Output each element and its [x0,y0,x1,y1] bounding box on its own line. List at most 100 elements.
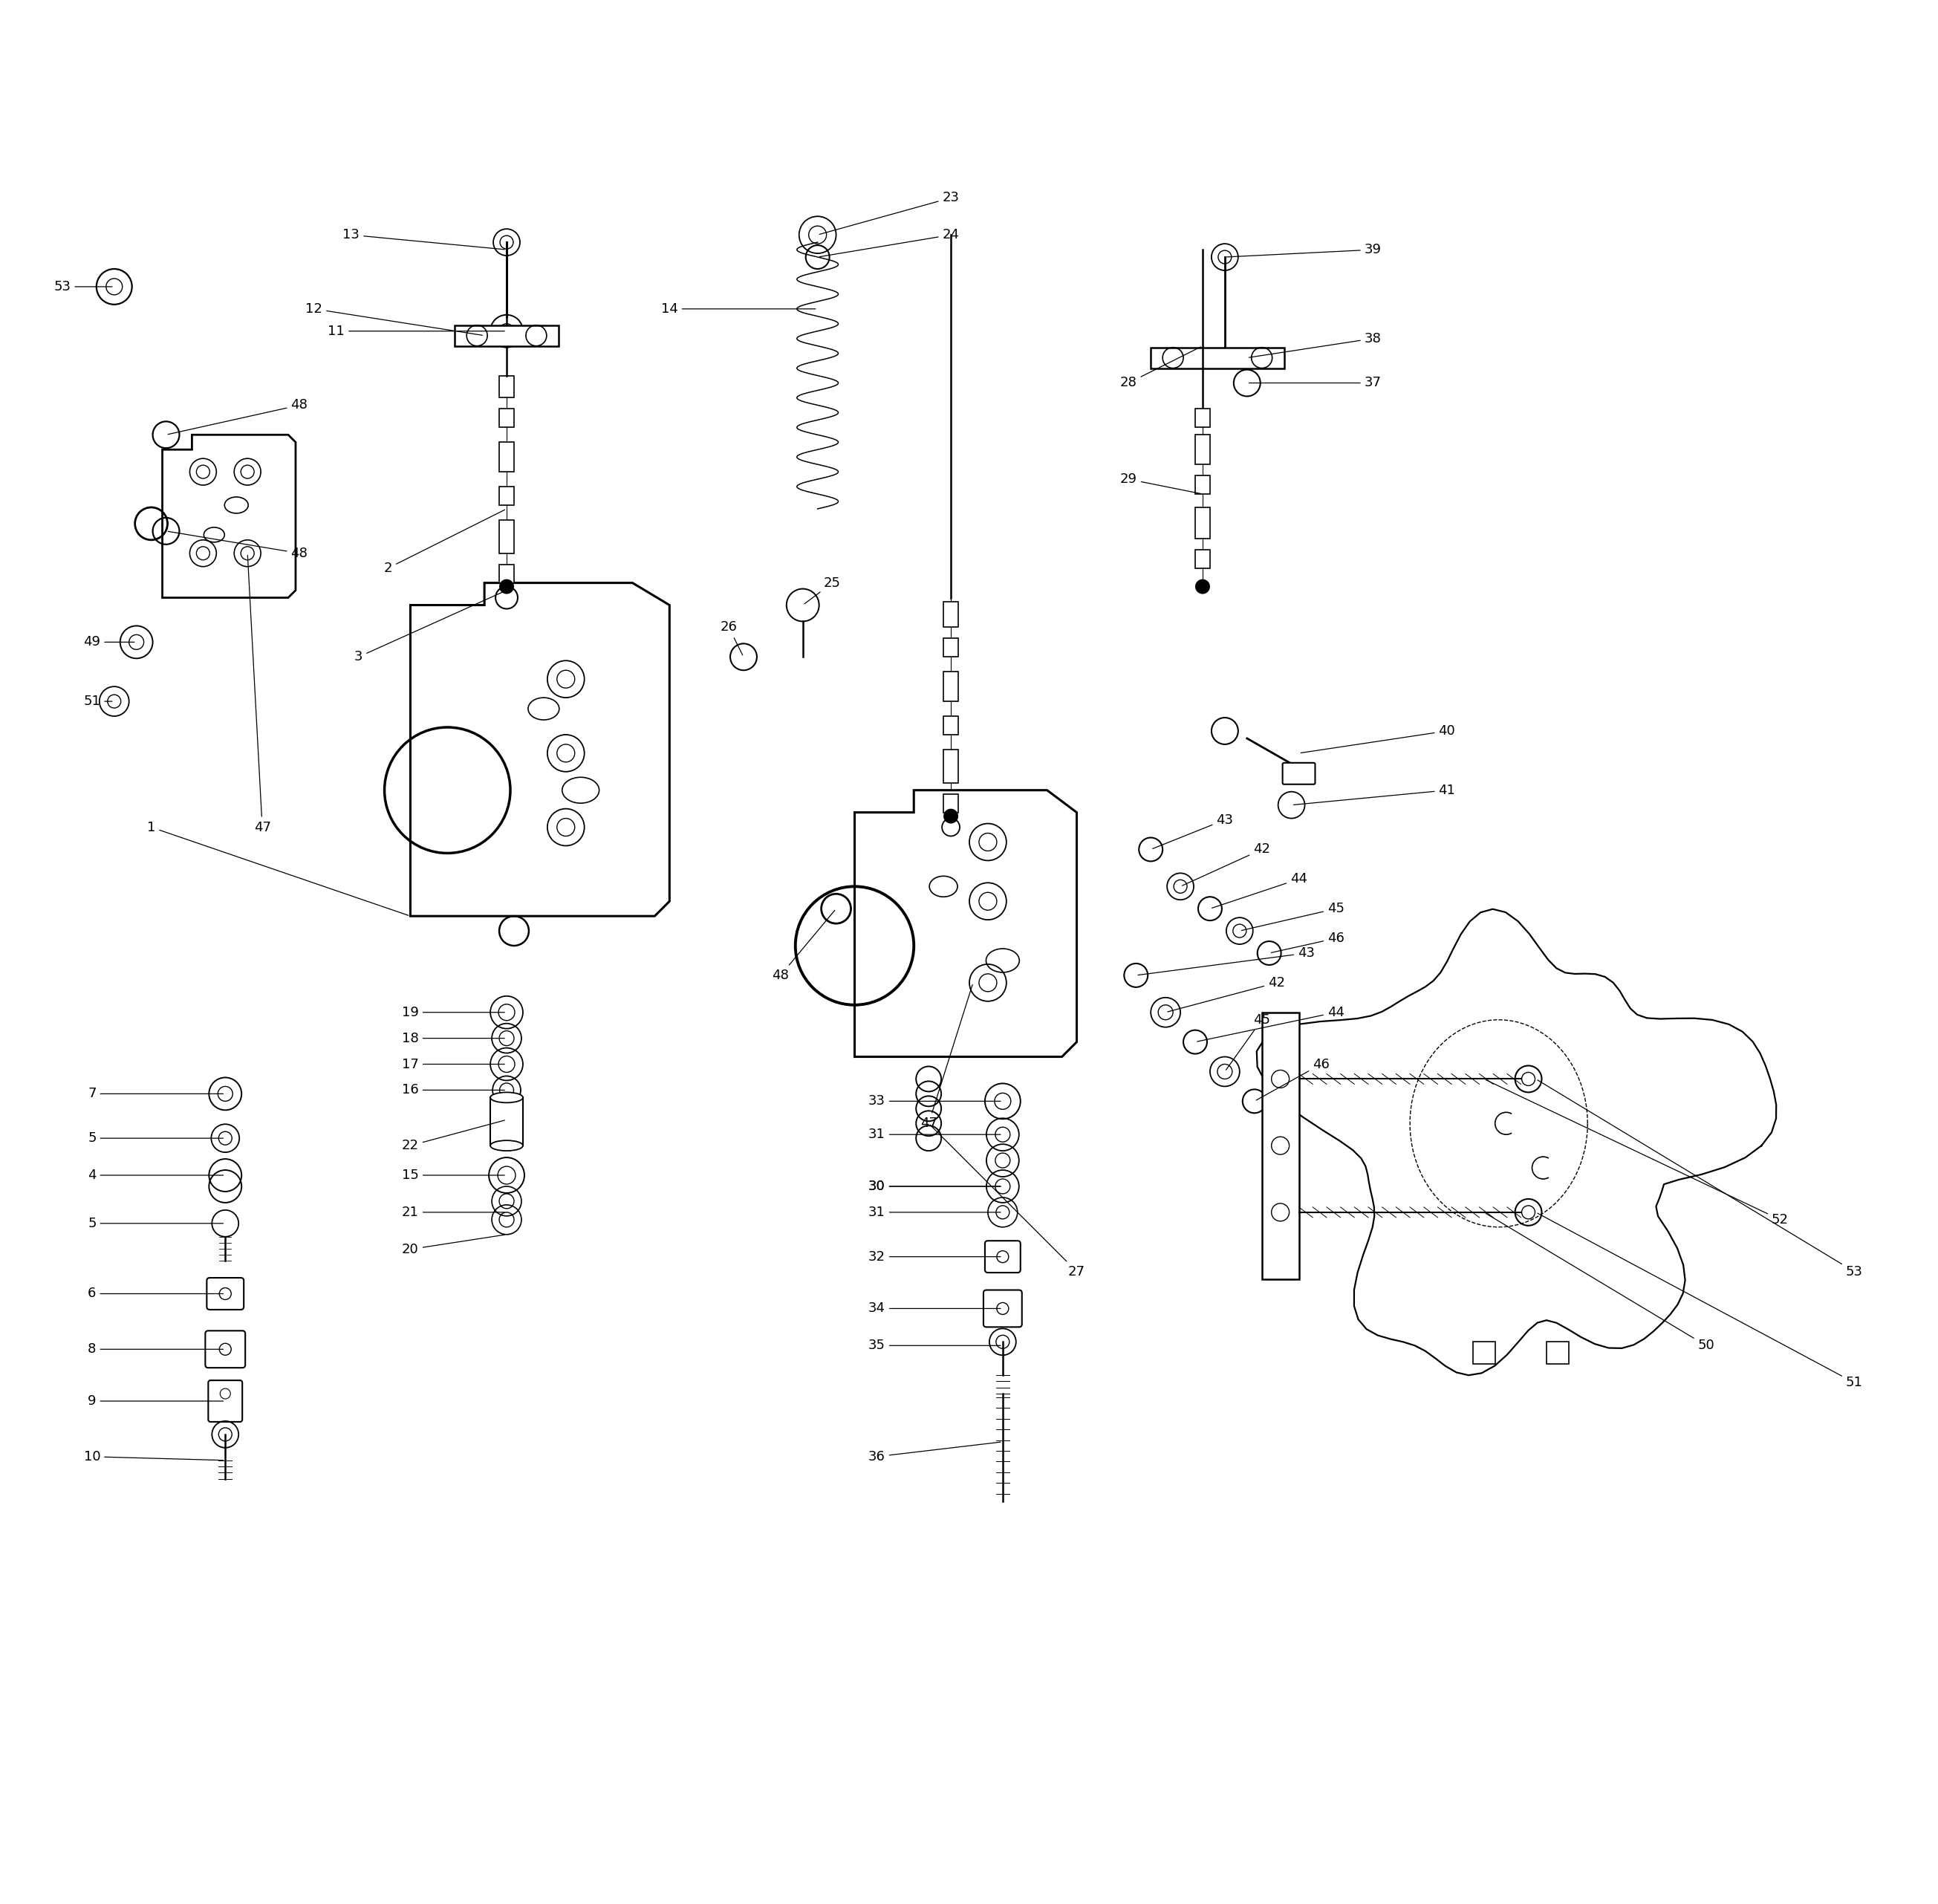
Text: 22: 22 [401,1120,504,1152]
Text: 45: 45 [1227,1013,1271,1070]
Text: 3: 3 [355,590,504,664]
Bar [1151,347,1285,367]
Text: 53: 53 [1537,1080,1862,1278]
FancyBboxPatch shape [207,1278,244,1310]
Bar [1196,409,1209,426]
Bar [500,409,514,426]
Text: 5: 5 [87,1131,223,1144]
FancyBboxPatch shape [207,1380,242,1422]
Text: 48: 48 [169,531,308,560]
Circle shape [1196,579,1209,594]
Circle shape [1279,792,1304,819]
Bar [1196,434,1209,465]
Text: 46: 46 [1256,1057,1329,1101]
Text: 13: 13 [343,228,504,249]
Text: 30: 30 [868,1180,1000,1194]
FancyBboxPatch shape [1283,764,1316,784]
Text: 52: 52 [1486,1080,1789,1226]
Text: 53: 53 [54,280,112,293]
Text: 42: 42 [1167,977,1285,1011]
Text: 44: 44 [1211,872,1308,908]
Text: 29: 29 [1120,472,1200,493]
Circle shape [944,809,957,824]
Text: 47: 47 [248,556,271,834]
Text: 8: 8 [87,1342,223,1356]
Text: 18: 18 [401,1032,504,1045]
Bar [1547,1342,1570,1363]
Text: 2: 2 [384,510,504,575]
Bar [500,520,514,554]
Text: 6: 6 [87,1287,223,1300]
Bar [944,602,957,626]
Text: 35: 35 [868,1339,1000,1352]
Text: 25: 25 [804,577,841,604]
Bar [1196,476,1209,493]
Text: 1: 1 [147,821,409,916]
Ellipse shape [490,1140,523,1150]
Text: 42: 42 [1182,843,1271,885]
Text: 34: 34 [868,1302,1000,1316]
Text: 41: 41 [1293,784,1455,805]
Text: 7: 7 [87,1087,223,1101]
Bar [1196,506,1209,539]
Text: 10: 10 [83,1451,223,1464]
Polygon shape [163,434,297,598]
Text: 20: 20 [401,1236,504,1257]
Text: 31: 31 [868,1127,1000,1140]
Text: 11: 11 [328,324,504,337]
Text: 48: 48 [169,398,308,434]
Bar [944,638,957,657]
Circle shape [787,588,820,621]
Bar [1473,1342,1494,1363]
Bar [944,794,957,813]
Text: 36: 36 [868,1441,1000,1464]
Polygon shape [855,790,1078,1057]
Ellipse shape [490,1093,523,1102]
FancyBboxPatch shape [985,1241,1021,1272]
Text: 21: 21 [401,1205,504,1219]
Text: 43: 43 [1138,946,1314,975]
Text: 46: 46 [1271,931,1345,952]
Text: 38: 38 [1250,331,1382,358]
Bar [500,564,514,583]
Bar [455,326,558,347]
Bar [500,442,514,472]
Text: 28: 28 [1120,347,1202,390]
Text: 31: 31 [868,1205,1000,1219]
Text: 30: 30 [868,1180,1000,1194]
FancyBboxPatch shape [983,1291,1021,1327]
Text: 16: 16 [401,1083,504,1097]
Text: 4: 4 [87,1169,223,1182]
Text: 24: 24 [820,228,959,257]
Text: 12: 12 [306,303,483,335]
Text: 19: 19 [401,1005,504,1019]
Text: 49: 49 [83,636,134,649]
Circle shape [211,1211,238,1238]
Bar [944,672,957,701]
Text: 44: 44 [1198,1005,1345,1041]
Bar [944,716,957,735]
Polygon shape [411,583,669,916]
Text: 32: 32 [868,1251,1000,1264]
Text: 51: 51 [1537,1213,1862,1390]
Text: 48: 48 [771,910,835,982]
Text: 33: 33 [868,1095,1000,1108]
Text: 26: 26 [721,621,742,655]
FancyBboxPatch shape [205,1331,246,1367]
Polygon shape [1262,1013,1298,1279]
Text: 14: 14 [661,303,816,316]
Bar [500,487,514,505]
Text: 23: 23 [820,190,959,234]
Text: 47: 47 [921,984,973,1131]
Text: 40: 40 [1300,724,1455,752]
Bar [490,1097,523,1146]
Bar [500,375,514,398]
Text: 37: 37 [1250,377,1382,390]
Text: 39: 39 [1227,244,1382,257]
Text: 45: 45 [1242,902,1345,931]
Circle shape [500,579,514,594]
Text: 5: 5 [87,1217,223,1230]
Bar [944,750,957,783]
Text: 50: 50 [1486,1213,1715,1352]
Text: 9: 9 [87,1394,223,1407]
